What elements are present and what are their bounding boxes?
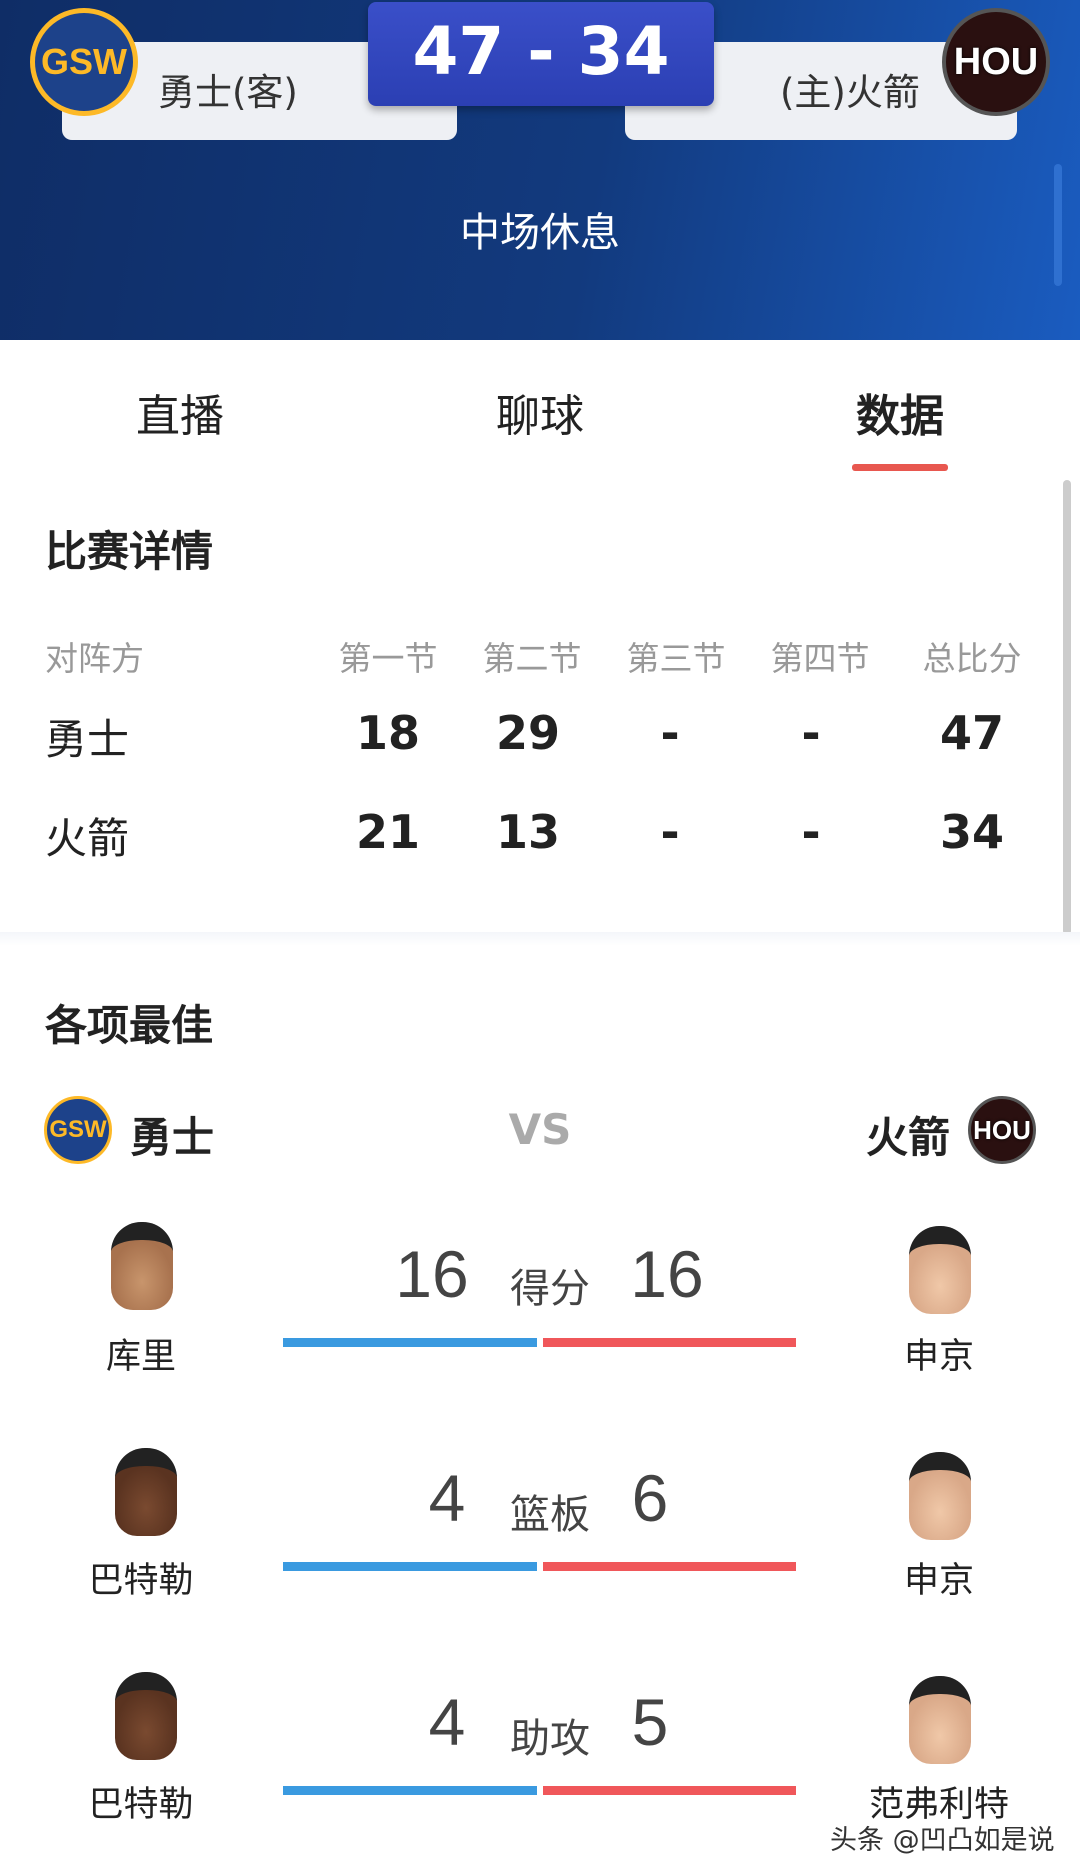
player-avatar[interactable] xyxy=(909,1676,971,1764)
left-bar xyxy=(283,1786,537,1795)
cell-total: 47 xyxy=(939,706,1004,760)
right-player-name[interactable]: 范弗利特 xyxy=(868,1785,1009,1825)
cell-q2: 29 xyxy=(495,706,560,760)
cell-q3: - xyxy=(660,805,680,859)
col-header-team: 对阵方 xyxy=(45,639,144,678)
left-team-name: 勇士 xyxy=(130,1113,215,1162)
right-value: 16 xyxy=(630,1237,704,1311)
left-bar xyxy=(283,1562,537,1571)
left-player-name[interactable]: 巴特勒 xyxy=(88,1561,194,1601)
tab-bar: 直播 聊球 数据 xyxy=(0,340,1080,471)
gsw-logo[interactable]: GSW xyxy=(30,8,138,116)
score: 47 - 34 xyxy=(368,2,714,106)
section-divider xyxy=(0,932,1080,946)
cell-q1: 18 xyxy=(355,706,420,760)
left-value: 4 xyxy=(428,1685,466,1759)
game-header: GSW 勇士(客) 47 - 34 (主)火箭 HOU 中场休息 xyxy=(0,0,1080,340)
left-player-name[interactable]: 库里 xyxy=(105,1337,176,1377)
row-team: 火箭 xyxy=(45,814,130,863)
player-avatar[interactable] xyxy=(909,1452,971,1540)
vs-label: VS xyxy=(508,1105,572,1154)
right-value: 5 xyxy=(631,1685,669,1759)
away-team-name: 勇士(客) xyxy=(158,71,298,114)
cell-q4: - xyxy=(801,805,821,859)
gsw-logo: GSW xyxy=(44,1096,112,1164)
cell-q1: 21 xyxy=(355,805,420,859)
hou-logo[interactable]: HOU xyxy=(942,8,1050,116)
leaders-title: 各项最佳 xyxy=(45,1001,214,1050)
left-value: 16 xyxy=(395,1237,469,1311)
col-header-q2: 第二节 xyxy=(482,639,582,678)
home-team-name: (主)火箭 xyxy=(780,71,920,114)
scrollbar[interactable] xyxy=(1063,480,1071,935)
right-team-name: 火箭 xyxy=(866,1113,951,1162)
right-bar xyxy=(543,1338,796,1347)
hou-logo: HOU xyxy=(968,1096,1036,1164)
right-value: 6 xyxy=(631,1461,669,1535)
watermark: 头条 @凹凸如是说 xyxy=(830,1825,1055,1856)
player-avatar[interactable] xyxy=(115,1448,177,1536)
player-avatar[interactable] xyxy=(115,1672,177,1760)
stat-label: 助攻 xyxy=(510,1716,590,1762)
cell-q4: - xyxy=(801,706,821,760)
active-tab-indicator xyxy=(852,464,948,471)
stat-label: 篮板 xyxy=(510,1492,590,1538)
right-bar xyxy=(543,1786,796,1795)
right-player-name[interactable]: 申京 xyxy=(903,1337,974,1377)
player-avatar[interactable] xyxy=(909,1226,971,1314)
tab-chat[interactable]: 聊球 xyxy=(496,391,584,442)
stat-label: 得分 xyxy=(510,1266,590,1312)
col-header-q1: 第一节 xyxy=(338,639,438,678)
left-bar xyxy=(283,1338,537,1347)
tab-live[interactable]: 直播 xyxy=(136,391,224,442)
col-header-q4: 第四节 xyxy=(770,639,870,678)
cell-q3: - xyxy=(660,706,680,760)
scrollbar[interactable] xyxy=(1054,164,1062,286)
col-header-total: 总比分 xyxy=(922,639,1022,678)
tab-data[interactable]: 数据 xyxy=(856,391,944,442)
match-detail-title: 比赛详情 xyxy=(45,527,214,576)
cell-q2: 13 xyxy=(495,805,560,859)
col-header-q3: 第三节 xyxy=(626,639,726,678)
player-avatar[interactable] xyxy=(111,1222,173,1310)
left-player-name[interactable]: 巴特勒 xyxy=(88,1785,194,1825)
game-status: 中场休息 xyxy=(460,210,620,256)
row-team: 勇士 xyxy=(45,715,130,764)
right-player-name[interactable]: 申京 xyxy=(903,1561,974,1601)
cell-total: 34 xyxy=(939,805,1004,859)
right-bar xyxy=(543,1562,796,1571)
left-value: 4 xyxy=(428,1461,466,1535)
